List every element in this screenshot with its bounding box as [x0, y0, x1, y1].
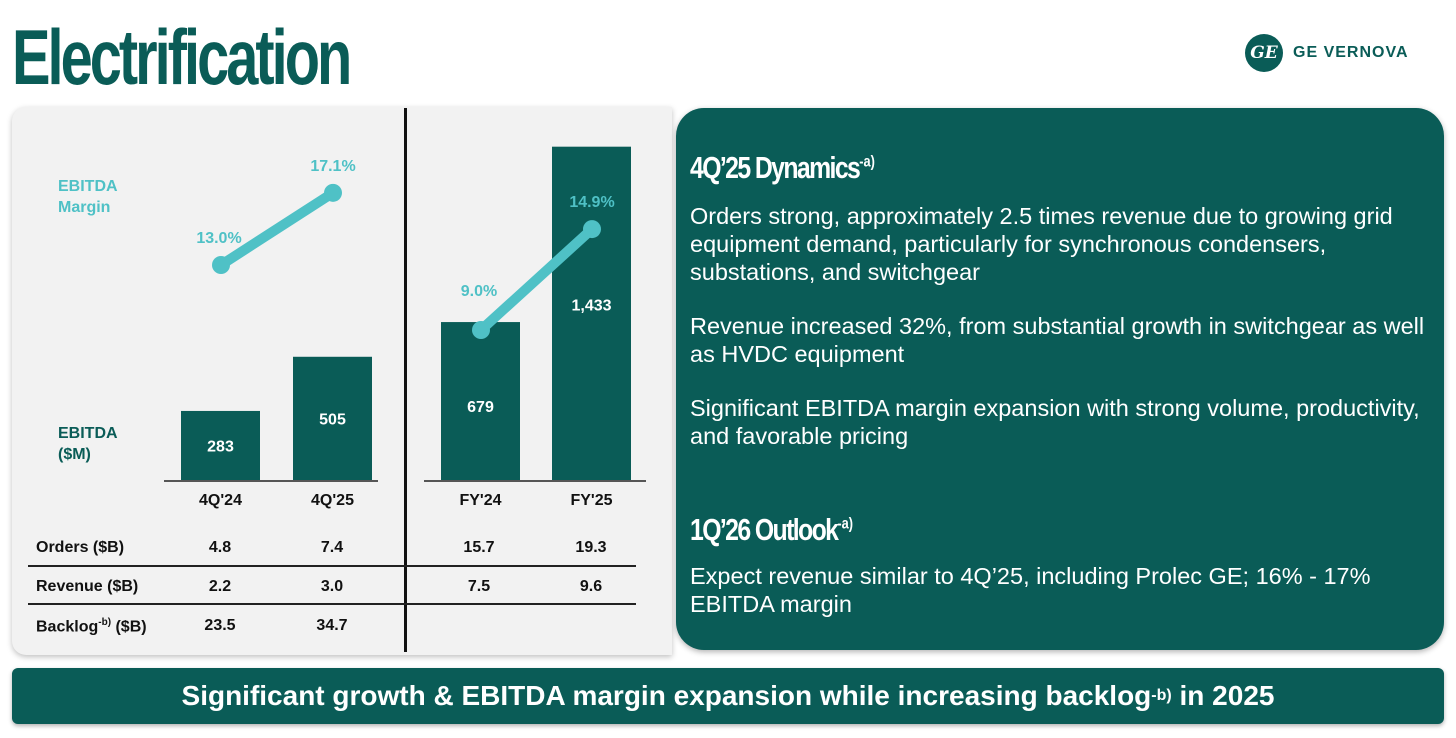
dynamics-bullet: Significant EBITDA margin expansion with…	[690, 395, 1420, 449]
table-row-label-backlog: Backlog-b) ($B)	[36, 617, 147, 636]
margin-point	[583, 220, 601, 239]
margin-value-label: 13.0%	[196, 230, 241, 247]
dynamics-heading: 4Q’25 Dynamics-a)	[690, 150, 875, 186]
commentary-panel	[676, 108, 1444, 650]
table-rule-2	[28, 603, 636, 605]
x-tick-label: 4Q'25	[311, 492, 354, 509]
margin-point	[324, 183, 342, 202]
dynamics-heading-text: 4Q’25 Dynamics	[690, 150, 861, 185]
ebitda-label-line1: EBITDA	[58, 425, 118, 442]
backlog-unit: ($B)	[111, 618, 147, 636]
table-cell: 34.7	[316, 617, 348, 634]
x-tick-label: FY'25	[570, 492, 612, 509]
table-cell: 15.7	[463, 539, 495, 556]
table-rule-1	[28, 565, 636, 567]
ebitda-bar	[441, 322, 520, 480]
bar-value-label: 283	[207, 438, 234, 455]
table-cell: 9.6	[579, 578, 603, 595]
summary-banner: Significant growth & EBITDA margin expan…	[12, 668, 1444, 724]
x-tick-label: 4Q'24	[199, 492, 242, 509]
ebitda-label-line2: ($M)	[58, 446, 91, 463]
banner-footnote: -b)	[1151, 687, 1172, 704]
dynamics-bullet: Revenue increased 32%, from substantial …	[690, 313, 1425, 367]
margin-point	[472, 321, 490, 339]
dynamics-footnote: -a)	[859, 153, 875, 171]
logo-text: GE VERNOVA	[1293, 44, 1409, 61]
outlook-heading-text: 1Q’26 Outlook	[690, 512, 839, 547]
table-cell: 23.5	[204, 617, 236, 634]
ebitda-axis-label: EBITDA ($M)	[58, 423, 118, 465]
bar-value-label: 1,433	[571, 298, 611, 315]
margin-point	[212, 256, 230, 274]
outlook-heading: 1Q’26 Outlook-a)	[690, 512, 853, 548]
margin-value-label: 14.9%	[569, 194, 614, 211]
outlook-text: Expect revenue similar to 4Q’25, includi…	[690, 563, 1371, 617]
table-cell: 4.8	[208, 539, 232, 556]
banner-text-end: in 2025	[1171, 680, 1275, 711]
margin-label-line1: EBITDA	[58, 178, 118, 195]
table-cell: 7.5	[467, 578, 491, 595]
table-cell: 3.0	[320, 578, 344, 595]
table-row-label-orders: Orders ($B)	[36, 539, 125, 556]
margin-line	[216, 187, 338, 270]
page-title: Electrification	[12, 13, 352, 101]
logo: GE GE VERNOVA	[1245, 34, 1409, 72]
table-cell: 2.2	[208, 578, 232, 595]
ge-monogram-icon: GE	[1245, 34, 1283, 72]
margin-label-line2: Margin	[58, 199, 111, 216]
dynamics-bullet: Orders strong, approximately 2.5 times r…	[690, 203, 1393, 285]
backlog-footnote: -b)	[98, 617, 112, 628]
table-row-label-revenue: Revenue ($B)	[36, 578, 139, 595]
banner-text: Significant growth & EBITDA margin expan…	[181, 680, 1152, 711]
period-divider	[404, 108, 407, 652]
backlog-label: Backlog	[36, 618, 99, 636]
x-tick-label: FY'24	[459, 492, 501, 509]
outlook-footnote: -a)	[837, 515, 853, 533]
bar-value-label: 679	[467, 399, 494, 416]
margin-axis-label: EBITDA Margin	[58, 176, 118, 218]
margin-value-label: 17.1%	[310, 158, 355, 175]
ebitda-bar	[181, 410, 260, 480]
margin-value-label: 9.0%	[461, 283, 497, 300]
margin-line	[476, 224, 597, 335]
table-cell: 19.3	[575, 539, 607, 556]
ebitda-bar	[293, 356, 372, 480]
ebitda-bar	[552, 146, 631, 480]
table-cell: 7.4	[320, 539, 344, 556]
bar-value-label: 505	[319, 411, 346, 428]
